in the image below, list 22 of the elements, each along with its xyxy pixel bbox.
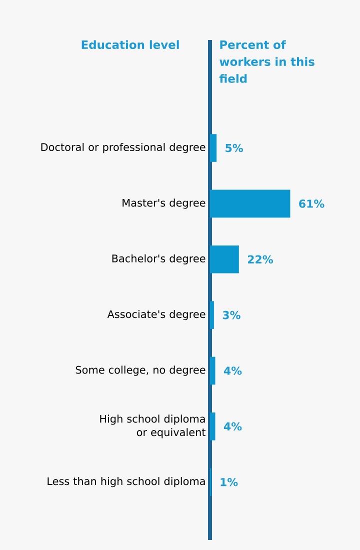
bar — [210, 245, 239, 274]
y-tick-label: Associate's degree — [107, 310, 206, 320]
text: Education level — [82, 40, 179, 50]
data-label: 61% — [299, 200, 324, 208]
x-axis-title: Percent of workers in this field — [219, 40, 314, 83]
bar — [210, 356, 216, 385]
bar — [210, 134, 217, 162]
bar — [210, 412, 216, 440]
y-tick-label: Some college, no degree — [76, 366, 206, 376]
data-label: 5% — [226, 144, 244, 152]
bar — [210, 301, 214, 329]
y-tick-label: Master's degree — [122, 198, 206, 209]
data-label: 22% — [248, 255, 274, 264]
y-tick-label: Doctoral or professional degree — [41, 142, 206, 154]
data-label: 3% — [222, 310, 240, 320]
bar — [210, 190, 290, 218]
data-label: 4% — [224, 422, 242, 431]
data-label: 1% — [220, 478, 238, 486]
data-label: 4% — [224, 366, 242, 375]
y-tick-label: Less than high school diploma — [48, 477, 205, 488]
y-tick-label: Bachelor's degree — [112, 254, 206, 264]
y-tick-label: High school diploma or equivalent — [100, 414, 206, 438]
